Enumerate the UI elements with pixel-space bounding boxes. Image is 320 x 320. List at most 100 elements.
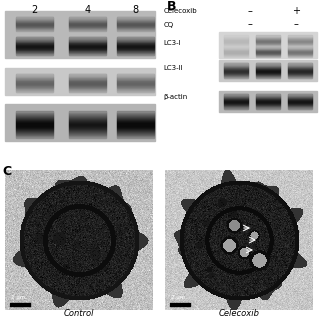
Bar: [16, 29, 53, 31]
Bar: [69, 32, 106, 33]
Text: Celecoxib: Celecoxib: [219, 309, 260, 318]
Bar: [256, 100, 280, 101]
Bar: [117, 25, 154, 27]
Bar: [69, 81, 106, 82]
Bar: [69, 48, 106, 49]
Bar: [117, 131, 154, 132]
Bar: [16, 44, 53, 45]
Bar: [117, 42, 154, 43]
Bar: [16, 18, 53, 19]
Bar: [117, 81, 154, 82]
Bar: [117, 119, 154, 120]
Bar: [16, 117, 53, 118]
Bar: [16, 114, 53, 115]
Bar: [69, 45, 106, 46]
Bar: [288, 38, 312, 39]
Bar: [117, 135, 154, 136]
Bar: [117, 84, 154, 85]
Bar: [224, 95, 248, 96]
Bar: [224, 66, 248, 67]
Bar: [117, 53, 154, 54]
Bar: [117, 118, 154, 119]
Bar: [5, 68, 155, 95]
Bar: [69, 124, 106, 125]
Bar: [224, 45, 248, 46]
Bar: [16, 51, 53, 52]
Bar: [256, 56, 280, 57]
Bar: [69, 115, 106, 116]
Bar: [69, 25, 106, 26]
Bar: [117, 85, 154, 86]
Bar: [69, 27, 106, 28]
Bar: [256, 65, 280, 66]
Bar: [117, 36, 154, 37]
Bar: [69, 122, 106, 123]
Bar: [117, 126, 154, 127]
Bar: [117, 52, 154, 53]
Bar: [69, 112, 106, 113]
Bar: [256, 108, 280, 109]
Bar: [288, 103, 312, 104]
Bar: [16, 16, 53, 17]
Bar: [16, 37, 53, 38]
Bar: [16, 133, 53, 134]
Bar: [16, 115, 53, 116]
Bar: [117, 21, 154, 22]
Bar: [69, 84, 106, 85]
Bar: [16, 26, 53, 27]
Bar: [16, 35, 53, 36]
Bar: [69, 48, 106, 49]
Bar: [256, 94, 280, 95]
Bar: [69, 114, 106, 115]
Bar: [16, 45, 53, 46]
Bar: [69, 130, 106, 131]
Bar: [117, 123, 154, 124]
Bar: [288, 75, 312, 76]
Bar: [69, 83, 106, 84]
Bar: [69, 108, 106, 109]
Bar: [117, 136, 154, 137]
Bar: [69, 74, 106, 75]
Bar: [219, 32, 317, 58]
Bar: [16, 119, 53, 120]
Bar: [16, 27, 53, 28]
Bar: [288, 104, 312, 105]
Bar: [288, 100, 312, 101]
Bar: [69, 131, 106, 132]
Bar: [117, 109, 154, 110]
Bar: [288, 65, 312, 66]
Bar: [256, 73, 280, 74]
Bar: [256, 47, 280, 48]
Bar: [16, 136, 53, 137]
Bar: [224, 39, 248, 40]
Bar: [117, 52, 154, 53]
Bar: [288, 99, 312, 100]
Bar: [69, 116, 106, 117]
Bar: [224, 94, 248, 95]
Bar: [224, 64, 248, 65]
Bar: [288, 70, 312, 71]
Bar: [288, 53, 312, 54]
Bar: [16, 20, 53, 21]
Bar: [69, 129, 106, 130]
Bar: [288, 98, 312, 99]
Bar: [117, 120, 154, 121]
Bar: [69, 115, 106, 116]
Bar: [117, 84, 154, 85]
Bar: [117, 54, 154, 55]
Bar: [117, 78, 154, 79]
Bar: [117, 123, 154, 124]
Bar: [16, 20, 53, 21]
Bar: [69, 40, 106, 41]
Text: 2 μm: 2 μm: [171, 295, 185, 300]
Bar: [69, 51, 106, 52]
Bar: [16, 70, 53, 71]
Bar: [288, 51, 312, 52]
Bar: [117, 75, 154, 76]
Bar: [256, 55, 280, 56]
Bar: [224, 101, 248, 102]
Bar: [117, 38, 154, 39]
Bar: [69, 79, 106, 80]
Bar: [117, 90, 154, 91]
Bar: [16, 135, 53, 136]
